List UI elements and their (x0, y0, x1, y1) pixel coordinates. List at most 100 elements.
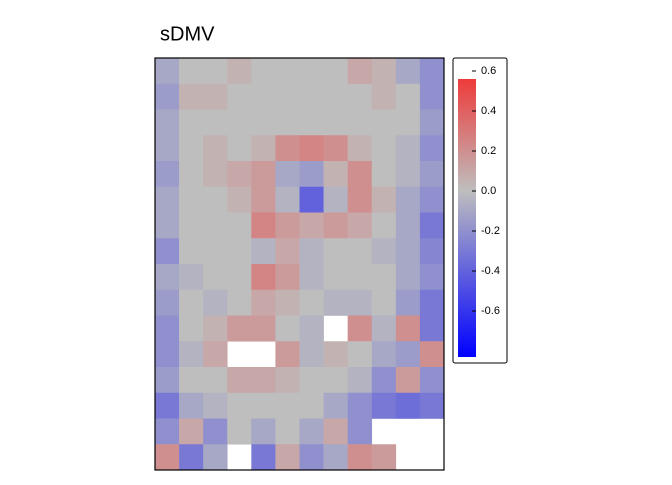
heatmap-cell (155, 367, 180, 394)
heatmap-cell (371, 135, 397, 162)
heatmap-cell (395, 315, 421, 342)
heatmap-cell (227, 264, 252, 291)
heatmap-cell (323, 238, 348, 265)
heatmap-cell (203, 341, 228, 368)
heatmap-cell (227, 135, 252, 162)
heatmap-cell (179, 109, 204, 136)
heatmap-cell (251, 367, 276, 394)
heatmap-cell (275, 58, 300, 85)
heatmap-cell (203, 212, 228, 239)
heatmap-cell (419, 238, 445, 265)
heatmap-cell (179, 418, 204, 445)
heatmap-cell (323, 264, 348, 291)
heatmap-cell (299, 83, 324, 110)
heatmap-cell (395, 341, 421, 368)
heatmap-cell (179, 161, 204, 188)
heatmap-cell (347, 418, 373, 445)
heatmap-cell (371, 264, 397, 291)
heatmap-cell (395, 186, 421, 213)
heatmap-cell (371, 444, 397, 471)
heatmap-cell (179, 444, 204, 471)
heatmap-cell (371, 83, 397, 110)
heatmap-cell (251, 444, 276, 471)
heatmap-cell (275, 315, 300, 342)
heatmap-cell (323, 58, 348, 85)
heatmap-cell (227, 289, 252, 316)
heatmap-cell (227, 58, 252, 85)
heatmap-cell (203, 135, 228, 162)
heatmap-cell (179, 238, 204, 265)
heatmap-cell (251, 83, 276, 110)
heatmap-cell (371, 315, 397, 342)
heatmap-cell (203, 392, 228, 419)
heatmap-cell (251, 418, 276, 445)
panel-border (154, 57, 445, 471)
heatmap-cell (275, 418, 300, 445)
heatmap-cell (299, 341, 324, 368)
heatmap-cell (371, 367, 397, 394)
heatmap-cell (323, 161, 348, 188)
heatmap-cell (323, 212, 348, 239)
heatmap-cell (419, 161, 445, 188)
heatmap-cell (347, 444, 373, 471)
heatmap-cell (203, 58, 228, 85)
heatmap-cell (371, 238, 397, 265)
heatmap-cell (323, 367, 348, 394)
heatmap-cell (347, 186, 373, 213)
heatmap-cell (395, 109, 421, 136)
heatmap-cell (347, 135, 373, 162)
heatmap-cell (251, 392, 276, 419)
heatmap-cell (179, 315, 204, 342)
heatmap-cell (299, 212, 324, 239)
heatmap-cell (251, 238, 276, 265)
colorbar-tick-label: -0.2 (481, 225, 500, 237)
heatmap-cell (299, 289, 324, 316)
heatmap-cell (299, 367, 324, 394)
heatmap-cell (203, 161, 228, 188)
heatmap-cell (275, 212, 300, 239)
heatmap-cell (155, 392, 180, 419)
heatmap-cell (227, 367, 252, 394)
heatmap-cell (275, 135, 300, 162)
heatmap-cell (179, 341, 204, 368)
heatmap-cell (347, 367, 373, 394)
heatmap-cell (179, 289, 204, 316)
heatmap-cell (251, 264, 276, 291)
heatmap-cell (275, 392, 300, 419)
heatmap-cell (347, 212, 373, 239)
heatmap-cell (347, 109, 373, 136)
heatmap-cell (155, 264, 180, 291)
heatmap-cell (227, 109, 252, 136)
heatmap-cell (419, 392, 445, 419)
heatmap-cell (155, 161, 180, 188)
heatmap-cell (371, 161, 397, 188)
heatmap-cell (203, 289, 228, 316)
heatmap-cell (155, 186, 180, 213)
heatmap-cell (179, 367, 204, 394)
heatmap-cell (395, 289, 421, 316)
heatmap-cell (419, 83, 445, 110)
heatmap-cell (323, 341, 348, 368)
heatmap-cell (275, 83, 300, 110)
heatmap-cell (155, 289, 180, 316)
heatmap-cell (203, 418, 228, 445)
heatmap-cell (395, 135, 421, 162)
heatmap-cell (227, 186, 252, 213)
heatmap-cell (371, 392, 397, 419)
heatmap-cell (155, 418, 180, 445)
heatmap-cell (347, 264, 373, 291)
heatmap-cell (155, 341, 180, 368)
heatmap-cell (275, 186, 300, 213)
heatmap-cell (179, 212, 204, 239)
heatmap-cell (299, 418, 324, 445)
colorbar-tick-label: 0.6 (481, 65, 496, 77)
heatmap-cell (203, 315, 228, 342)
heatmap-cell (419, 341, 445, 368)
heatmap-cell (419, 212, 445, 239)
heatmap-cell (179, 58, 204, 85)
heatmap-cell (371, 212, 397, 239)
heatmap-cell (251, 212, 276, 239)
heatmap-cell (251, 315, 276, 342)
heatmap-cell (299, 161, 324, 188)
